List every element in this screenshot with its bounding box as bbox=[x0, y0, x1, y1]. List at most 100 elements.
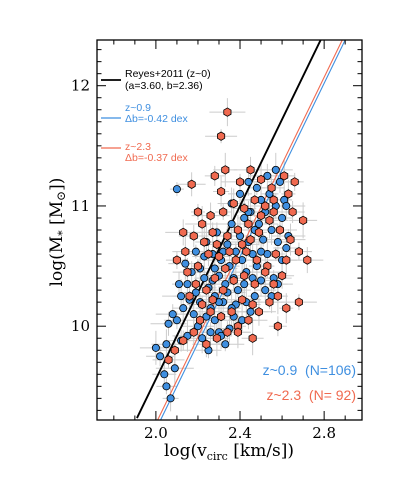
point-high-36 bbox=[282, 255, 291, 265]
point-high-14 bbox=[261, 201, 270, 211]
point-high-67 bbox=[202, 339, 211, 349]
point-low-98 bbox=[177, 292, 186, 301]
point-low-11 bbox=[179, 304, 188, 313]
point-low-88 bbox=[282, 244, 291, 253]
legend-high-title: z~2.3 bbox=[125, 141, 151, 153]
point-high-26 bbox=[204, 249, 213, 259]
point-low-33 bbox=[227, 219, 236, 228]
point-high-81 bbox=[288, 207, 297, 217]
point-high-61 bbox=[206, 307, 215, 317]
y-tick-label-2: 12 bbox=[71, 77, 90, 95]
point-low-2 bbox=[151, 343, 160, 352]
point-high-30 bbox=[244, 219, 253, 229]
point-high-45 bbox=[191, 279, 200, 289]
point-high-84 bbox=[246, 234, 255, 245]
point-high-72 bbox=[254, 307, 263, 317]
point-low-97 bbox=[183, 280, 192, 289]
point-high-90 bbox=[193, 207, 202, 217]
x-tick-label-2: 2.8 bbox=[312, 424, 336, 442]
point-low-85 bbox=[263, 171, 272, 180]
point-high-12 bbox=[284, 189, 293, 199]
point-high-3 bbox=[221, 165, 230, 175]
point-low-66 bbox=[246, 307, 255, 316]
point-high-77 bbox=[282, 303, 291, 313]
point-high-18 bbox=[219, 207, 228, 217]
point-high-47 bbox=[198, 299, 207, 310]
point-high-56 bbox=[273, 291, 282, 301]
point-high-60 bbox=[217, 311, 226, 322]
point-high-65 bbox=[170, 345, 179, 355]
point-high-73 bbox=[265, 297, 274, 307]
y-axis-title-sub: * bbox=[56, 230, 69, 236]
point-high-6 bbox=[235, 177, 245, 187]
point-low-4 bbox=[160, 370, 169, 379]
point-low-14 bbox=[189, 310, 198, 319]
relation-line-0 bbox=[136, 40, 322, 419]
point-high-1 bbox=[217, 131, 226, 141]
point-low-90 bbox=[240, 280, 249, 289]
point-high-46 bbox=[185, 291, 194, 301]
point-low-63 bbox=[261, 286, 270, 295]
point-high-41 bbox=[231, 255, 240, 265]
point-high-69 bbox=[223, 327, 232, 337]
point-low-74 bbox=[210, 316, 219, 325]
data-points bbox=[151, 107, 312, 403]
point-low-52 bbox=[267, 225, 276, 234]
point-low-18 bbox=[200, 274, 209, 283]
point-low-83 bbox=[244, 177, 253, 186]
point-high-17 bbox=[229, 198, 238, 209]
x-axis-title-main: log(v bbox=[164, 441, 207, 461]
point-high-34 bbox=[286, 234, 295, 245]
point-high-66 bbox=[164, 355, 173, 365]
y-axis-title-main: log(M bbox=[47, 236, 67, 287]
point-high-8 bbox=[257, 174, 266, 185]
point-high-80 bbox=[299, 215, 308, 226]
point-low-64 bbox=[257, 276, 266, 285]
point-high-9 bbox=[267, 183, 276, 193]
point-low-105 bbox=[257, 247, 266, 256]
relation-line-2 bbox=[157, 40, 343, 420]
point-low-36 bbox=[233, 286, 242, 295]
point-high-29 bbox=[233, 225, 242, 235]
point-high-49 bbox=[219, 285, 228, 295]
point-high-10 bbox=[280, 171, 289, 181]
point-high-11 bbox=[290, 177, 299, 187]
x-axis-title: log(vcirc [km/s]) bbox=[164, 441, 294, 463]
point-low-59 bbox=[282, 201, 291, 210]
point-high-24 bbox=[183, 267, 192, 277]
point-high-15 bbox=[250, 195, 259, 205]
point-high-0 bbox=[223, 107, 232, 117]
point-high-75 bbox=[248, 333, 257, 343]
point-low-10 bbox=[172, 316, 181, 325]
point-low-100 bbox=[162, 340, 171, 349]
point-high-39 bbox=[252, 255, 261, 265]
point-high-91 bbox=[179, 227, 188, 238]
point-high-25 bbox=[193, 261, 202, 271]
point-high-19 bbox=[206, 210, 215, 221]
point-low-13 bbox=[175, 280, 184, 289]
legend-high-offset: Δb=-0.37 dex bbox=[125, 152, 189, 164]
point-high-82 bbox=[269, 207, 278, 217]
point-high-32 bbox=[265, 215, 274, 226]
point-low-7 bbox=[170, 364, 179, 373]
point-low-48 bbox=[259, 235, 268, 244]
y-axis-title: log(M* [M⊙]) bbox=[47, 178, 69, 287]
point-high-76 bbox=[273, 321, 282, 331]
point-high-86 bbox=[225, 246, 234, 257]
x-axis-title-sub: circ bbox=[207, 450, 228, 463]
point-low-55 bbox=[273, 238, 282, 247]
point-low-0 bbox=[172, 185, 181, 194]
point-low-32 bbox=[223, 240, 232, 249]
point-high-27 bbox=[212, 239, 221, 250]
point-high-28 bbox=[223, 231, 232, 241]
point-high-43 bbox=[210, 273, 219, 283]
point-low-65 bbox=[250, 292, 259, 301]
point-high-21 bbox=[189, 231, 198, 241]
point-high-59 bbox=[227, 307, 236, 317]
tick-labels: 2.0 2.4 2.8 10 11 12 bbox=[71, 77, 336, 442]
point-high-63 bbox=[189, 327, 198, 337]
point-low-96 bbox=[191, 247, 200, 256]
point-high-44 bbox=[202, 285, 211, 295]
point-high-64 bbox=[179, 335, 188, 346]
sun-symbol-icon: ⊙ bbox=[54, 191, 68, 201]
